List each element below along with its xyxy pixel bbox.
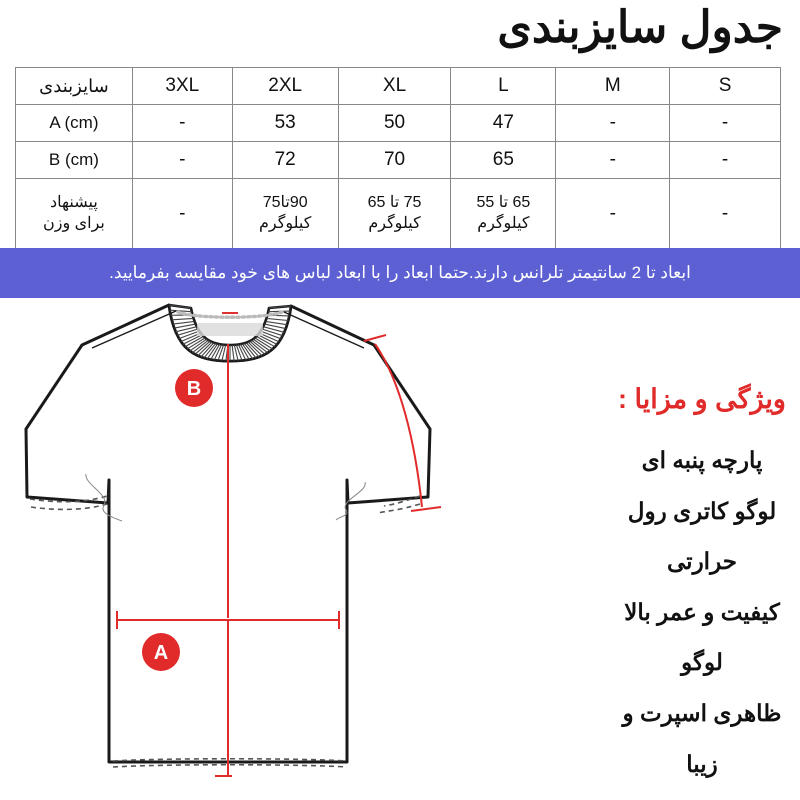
svg-text:A: A	[154, 642, 168, 664]
svg-text:B: B	[187, 378, 201, 400]
